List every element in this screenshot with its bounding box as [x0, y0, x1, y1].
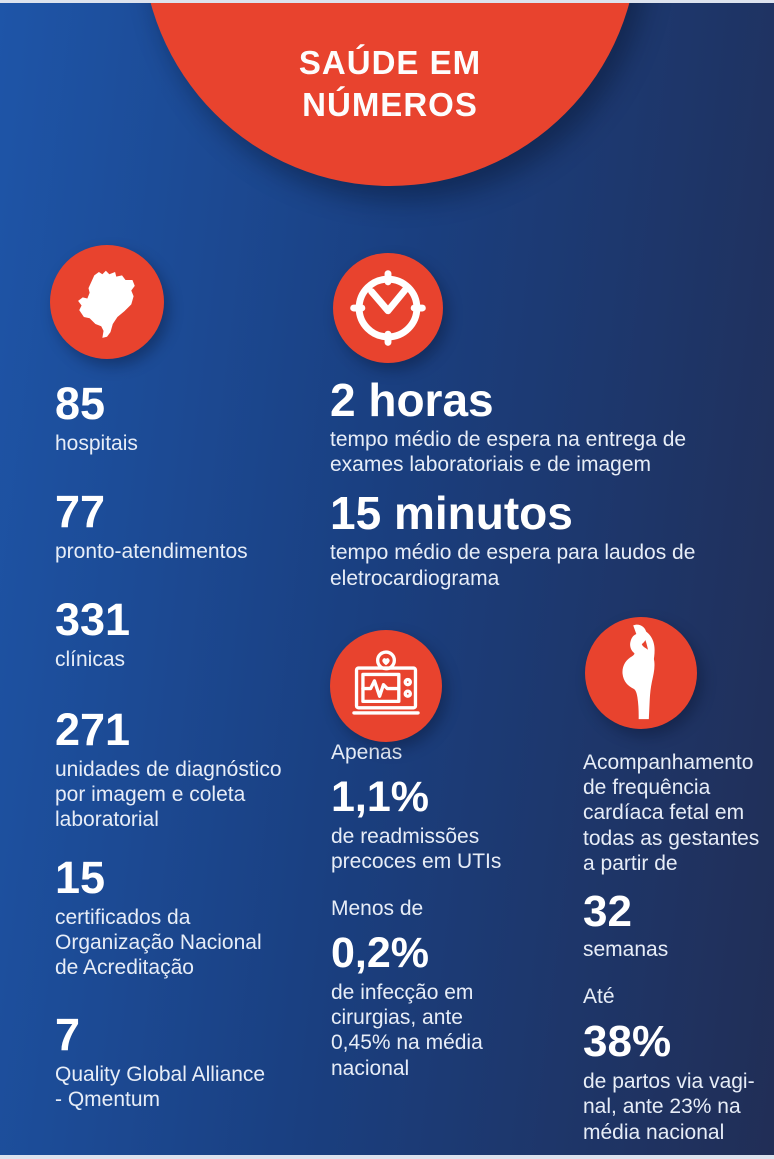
stat-value: 0,2% — [331, 929, 430, 977]
pregnant-woman-icon — [585, 617, 697, 729]
stat-value: 15 — [55, 852, 106, 903]
stat-value: 7 — [55, 1009, 81, 1060]
stat-value: 85 — [55, 378, 106, 429]
stat-label: de readmissões precoces em UTIs — [331, 825, 502, 874]
surgery-infection-stat: Menos de 0,2% de infecção em cirurgias, … — [331, 897, 571, 1081]
top-edge-strip — [0, 0, 774, 3]
wait-time-label: tempo médio de espera para laudos de ele… — [330, 541, 696, 590]
stat-label: unidades de diagnóstico por imagem e col… — [55, 758, 282, 832]
stat-label: pronto-atendimentos — [55, 540, 248, 563]
stat-emergency-units: 77 pronto-atendimentos — [55, 489, 333, 564]
stat-ona-certificates: 15 certificados da Organização Nacional … — [55, 855, 333, 981]
stat-value: 38% — [583, 1017, 672, 1067]
maternity-section: Acompanhamento de frequência cardíaca fe… — [583, 750, 774, 1145]
stat-hospitals: 85 hospitais — [55, 381, 333, 456]
clock-glyph — [350, 270, 426, 346]
stat-label: de partos via vagi- nal, ante 23% na méd… — [583, 1070, 755, 1144]
icu-readmissions-stat: Apenas 1,1% de readmissões precoces em U… — [331, 741, 571, 874]
wait-time-value: 2 horas — [330, 374, 494, 426]
wait-times-section: 2 horas tempo médio de espera na entrega… — [330, 377, 770, 604]
stat-label: semanas — [583, 937, 669, 961]
wait-time-value: 15 minutos — [330, 487, 573, 540]
stat-value: 1,1% — [331, 773, 430, 821]
stat-prefix: Até — [583, 985, 615, 1009]
page-title: SAÚDE EM NÚMEROS — [298, 44, 482, 123]
stat-value: 77 — [55, 486, 106, 537]
stat-label: certificados da Organização Nacional de … — [55, 906, 262, 980]
clock-icon — [333, 253, 443, 363]
stat-value: 271 — [55, 704, 131, 755]
stat-value: 331 — [55, 594, 131, 645]
stat-label: de infecção em cirurgias, ante 0,45% na … — [331, 981, 483, 1080]
brazil-map-icon — [50, 245, 164, 359]
stat-qmentum: 7 Quality Global Alliance - Qmentum — [55, 1012, 333, 1112]
stat-clinics: 331 clínicas — [55, 597, 333, 672]
bottom-edge-strip — [0, 1155, 774, 1159]
pregnant-woman-glyph — [622, 624, 655, 720]
stat-label: clínicas — [55, 648, 126, 671]
stat-value: 32 — [583, 886, 632, 936]
wait-time-label: tempo médio de espera na entrega de exam… — [330, 428, 687, 477]
stat-diagnostic-units: 271 unidades de diagnóstico por imagem e… — [55, 707, 333, 833]
stat-prefix: Apenas — [331, 741, 403, 764]
maternity-intro: Acompanhamento de frequência cardíaca fe… — [583, 751, 760, 875]
stat-prefix: Menos de — [331, 897, 424, 920]
brazil-map-glyph — [78, 270, 135, 338]
cardiac-monitor-icon — [330, 630, 442, 742]
stat-label: hospitais — [55, 432, 138, 455]
stat-label: Quality Global Alliance - Qmentum — [55, 1063, 266, 1112]
cardiac-monitor-glyph — [352, 650, 420, 715]
